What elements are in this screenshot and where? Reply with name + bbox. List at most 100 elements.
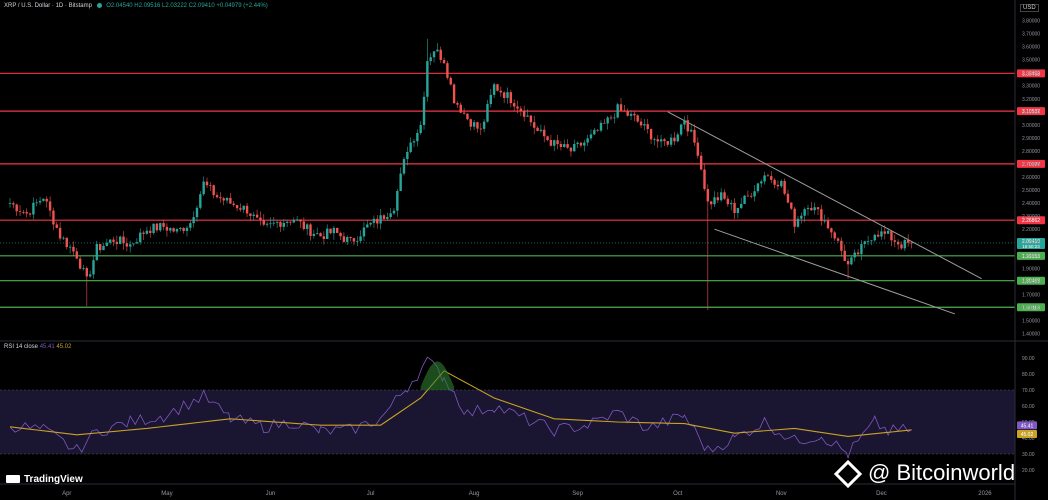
rsi-tick-label: 60.00	[1022, 404, 1035, 410]
watermark: @ Bitcoinworld	[833, 460, 1015, 489]
candle-body	[305, 224, 309, 229]
price-tick-label: 2.20000	[1022, 227, 1040, 233]
candle-body	[482, 121, 486, 129]
candle-body	[770, 176, 773, 180]
level-tag-resistance	[1017, 159, 1045, 168]
candle-body	[192, 217, 195, 224]
candle-body	[72, 246, 75, 252]
price-tick-label: 3.50000	[1022, 58, 1040, 64]
candle-body	[613, 117, 616, 119]
rsi-pane: 90.0080.0070.0060.0050.0040.0030.0020.00…	[0, 356, 1037, 474]
candle-body	[245, 205, 249, 214]
candle-body	[593, 129, 596, 135]
candle-body	[412, 141, 416, 143]
candle-body	[285, 221, 289, 223]
candle-body	[95, 243, 99, 261]
candle-body	[496, 84, 499, 91]
candle-body	[315, 233, 319, 234]
chart-header: XRP / U.S. Dollar · 1D · Bitstamp O2.045…	[4, 3, 268, 9]
candle-body	[756, 183, 760, 192]
candle-body	[432, 51, 436, 58]
candle-body	[633, 113, 636, 116]
candle-body	[125, 243, 129, 247]
candle-body	[476, 122, 479, 129]
candle-body	[783, 181, 786, 194]
candle-body	[693, 129, 696, 143]
candle-body	[366, 224, 369, 228]
candle-body	[910, 242, 913, 244]
price-tick-label: 2.00000	[1022, 253, 1040, 259]
candle-body	[800, 215, 803, 219]
candle-body	[98, 243, 102, 251]
candle-body	[112, 239, 115, 242]
level-label: 1.60113	[1022, 305, 1040, 311]
level-tag-support	[1017, 251, 1045, 260]
candle-body	[576, 142, 579, 144]
candle-body	[873, 234, 876, 241]
candle-body	[492, 84, 496, 95]
candle-body	[766, 175, 770, 177]
candle-body	[546, 136, 549, 141]
time-tick-label: May	[161, 491, 172, 497]
candle-body	[753, 191, 756, 197]
candle-body	[259, 217, 262, 221]
candle-body	[452, 84, 456, 104]
price-pane: 3.39498 3.10532 2.70077 2.26862 1.99553 1.804…	[0, 38, 1045, 315]
price-tick-label: 2.90000	[1022, 136, 1040, 142]
candle-body	[282, 222, 285, 227]
candle-body	[676, 134, 679, 142]
tradingview-logo[interactable]: TradingView	[6, 474, 83, 485]
candle-body	[599, 122, 603, 131]
ohlc-readout: O2.04540 H2.09516 L2.03222 C2.09410 +0.0…	[106, 3, 268, 10]
candle-body	[653, 139, 656, 141]
candle-body	[399, 173, 402, 191]
candle-body	[786, 193, 790, 203]
candle-body	[866, 241, 870, 242]
price-tick-label: 2.60000	[1022, 175, 1040, 181]
candle-body	[583, 142, 586, 146]
candle-body	[436, 49, 439, 52]
candle-body	[629, 113, 633, 116]
candle-body	[813, 207, 816, 211]
candle-body	[836, 238, 840, 241]
candle-body	[806, 207, 810, 210]
candle-body	[129, 244, 132, 247]
currency-button[interactable]: USD	[1020, 4, 1039, 12]
candle-body	[706, 188, 710, 202]
candle-body	[336, 227, 339, 233]
candle-body	[569, 147, 573, 152]
candle-body	[886, 230, 890, 234]
candle-body	[846, 260, 850, 265]
time-tick-label: Jul	[367, 491, 375, 497]
candle-body	[346, 237, 349, 242]
candle-body	[556, 140, 559, 145]
candle-body	[512, 103, 516, 107]
price-tick-label: 2.70000	[1022, 162, 1040, 168]
candle-body	[62, 237, 65, 239]
level-tag-resistance	[1017, 69, 1045, 78]
candle-body	[669, 137, 673, 145]
candle-body	[509, 92, 513, 104]
level-label: 2.26862	[1022, 218, 1040, 224]
candle-body	[262, 220, 265, 225]
level-label: 1.80468	[1022, 279, 1040, 285]
candle-body	[152, 223, 155, 234]
candle-body	[105, 242, 109, 246]
price-tick-label: 1.40000	[1022, 331, 1040, 337]
candle-body	[145, 230, 149, 234]
price-tick-label: 3.70000	[1022, 32, 1040, 38]
rsi-label: RSI 14 close	[4, 344, 39, 350]
candle-body	[326, 228, 329, 239]
candle-body	[489, 94, 493, 105]
candle-body	[426, 61, 429, 97]
candle-body	[392, 210, 396, 214]
candle-body	[379, 215, 382, 224]
price-tick-label: 3.00000	[1022, 123, 1040, 129]
candle-body	[763, 175, 766, 182]
tradingview-icon	[6, 475, 20, 484]
candle-body	[85, 268, 89, 277]
candle-body	[409, 142, 412, 153]
price-tick-label: 3.40000	[1022, 71, 1040, 77]
candle-body	[42, 198, 45, 201]
candle-body	[322, 236, 326, 239]
